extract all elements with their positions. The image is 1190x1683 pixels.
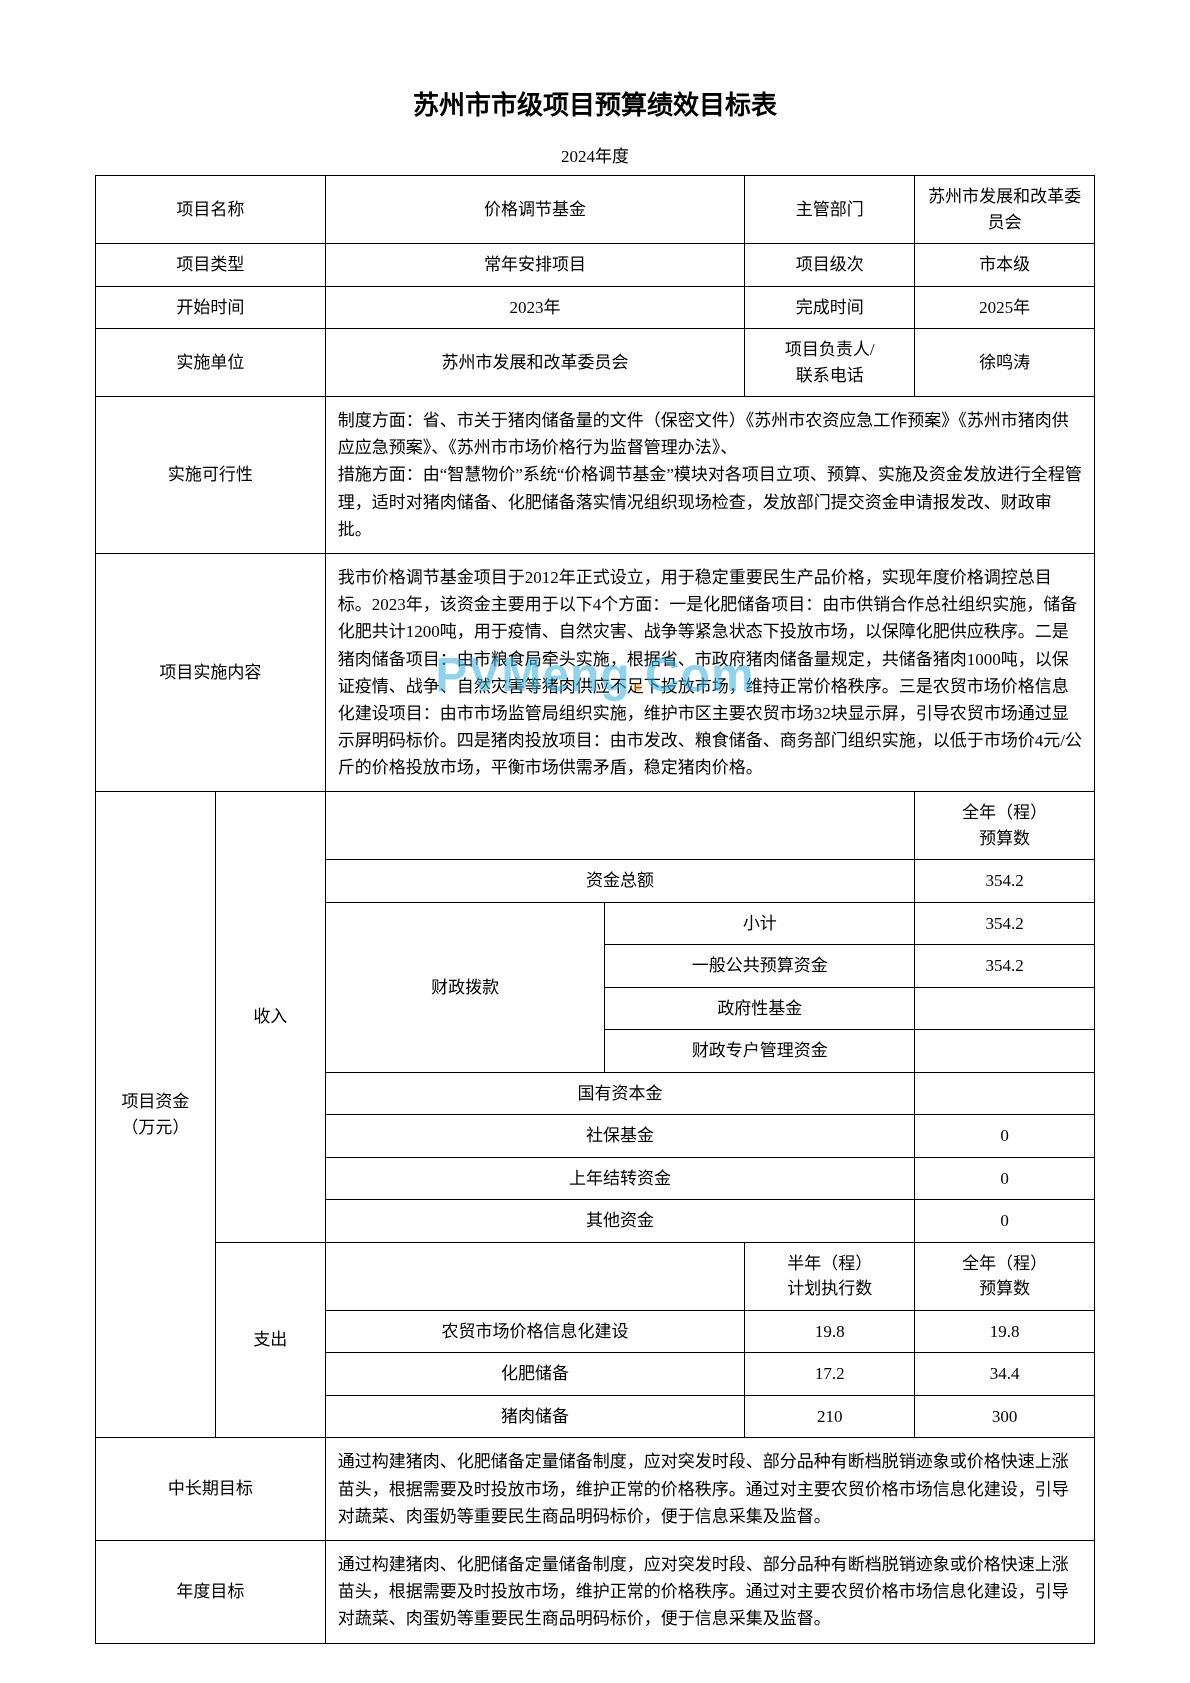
- label-general-budget: 一般公共预算资金: [605, 945, 915, 988]
- label-subtotal: 小计: [605, 902, 915, 945]
- expense-item-half-1: 17.2: [745, 1353, 915, 1396]
- expense-item-full-0: 19.8: [915, 1310, 1095, 1353]
- expense-item-half-0: 19.8: [745, 1310, 915, 1353]
- label-responsible: 项目负责人/ 联系电话: [745, 329, 915, 397]
- expense-item-half-2: 210: [745, 1395, 915, 1438]
- value-impl-unit: 苏州市发展和改革委员会: [325, 329, 745, 397]
- label-fiscal-alloc: 财政拨款: [325, 902, 605, 1072]
- value-general-budget: 354.2: [915, 945, 1095, 988]
- expense-item-name-0: 农贸市场价格信息化建设: [325, 1310, 745, 1353]
- label-impl-content: 项目实施内容: [96, 553, 326, 792]
- value-feasibility: 制度方面：省、市关于猪肉储备量的文件（保密文件）《苏州市农资应急工作预案》《苏州…: [325, 397, 1094, 554]
- value-carryover: 0: [915, 1157, 1095, 1200]
- value-mid-long-goal: 通过构建猪肉、化肥储备定量储备制度，应对突发时段、部分品种有断档脱销迹象或价格快…: [325, 1438, 1094, 1541]
- label-impl-unit: 实施单位: [96, 329, 326, 397]
- value-project-level: 市本级: [915, 244, 1095, 287]
- label-special-account: 财政专户管理资金: [605, 1030, 915, 1073]
- blank-expense-header: [325, 1242, 745, 1310]
- label-other-funds: 其他资金: [325, 1200, 914, 1243]
- value-impl-content: 我市价格调节基金项目于2012年正式设立，用于稳定重要民生产品价格，实现年度价格…: [325, 553, 1094, 792]
- label-half-year: 半年（程） 计划执行数: [745, 1242, 915, 1310]
- expense-item-name-1: 化肥储备: [325, 1353, 745, 1396]
- value-responsible: 徐鸣涛: [915, 329, 1095, 397]
- value-project-name: 价格调节基金: [325, 176, 745, 244]
- expense-item-full-2: 300: [915, 1395, 1095, 1438]
- label-mid-long-goal: 中长期目标: [96, 1438, 326, 1541]
- label-income: 收入: [215, 792, 325, 1243]
- label-full-year-2: 全年（程） 预算数: [915, 1242, 1095, 1310]
- label-gov-fund: 政府性基金: [605, 987, 915, 1030]
- value-annual-goal: 通过构建猪肉、化肥储备定量储备制度，应对突发时段、部分品种有断档脱销迹象或价格快…: [325, 1541, 1094, 1644]
- value-total-funds: 354.2: [915, 860, 1095, 903]
- expense-item-full-1: 34.4: [915, 1353, 1095, 1396]
- page-title: 苏州市市级项目预算绩效目标表: [95, 85, 1095, 122]
- value-social-security: 0: [915, 1115, 1095, 1158]
- label-end-time: 完成时间: [745, 286, 915, 329]
- label-full-year-1: 全年（程） 预算数: [915, 792, 1095, 860]
- label-state-capital: 国有资本金: [325, 1072, 914, 1115]
- label-annual-goal: 年度目标: [96, 1541, 326, 1644]
- expense-item-name-2: 猪肉储备: [325, 1395, 745, 1438]
- blank-income-header: [325, 792, 914, 860]
- label-carryover: 上年结转资金: [325, 1157, 914, 1200]
- value-special-account: [915, 1030, 1095, 1073]
- value-start-time: 2023年: [325, 286, 745, 329]
- label-feasibility: 实施可行性: [96, 397, 326, 554]
- value-supervisor: 苏州市发展和改革委员会: [915, 176, 1095, 244]
- label-social-security: 社保基金: [325, 1115, 914, 1158]
- label-project-type: 项目类型: [96, 244, 326, 287]
- label-total-funds: 资金总额: [325, 860, 914, 903]
- value-project-type: 常年安排项目: [325, 244, 745, 287]
- label-project-level: 项目级次: [745, 244, 915, 287]
- label-start-time: 开始时间: [96, 286, 326, 329]
- value-subtotal: 354.2: [915, 902, 1095, 945]
- label-funds: 项目资金 （万元）: [96, 792, 216, 1438]
- label-supervisor: 主管部门: [745, 176, 915, 244]
- value-gov-fund: [915, 987, 1095, 1030]
- value-end-time: 2025年: [915, 286, 1095, 329]
- value-other-funds: 0: [915, 1200, 1095, 1243]
- label-expense: 支出: [215, 1242, 325, 1438]
- value-state-capital: [915, 1072, 1095, 1115]
- budget-table: 项目名称价格调节基金主管部门苏州市发展和改革委员会项目类型常年安排项目项目级次市…: [95, 175, 1095, 1644]
- page-subtitle: 2024年度: [95, 142, 1095, 167]
- label-project-name: 项目名称: [96, 176, 326, 244]
